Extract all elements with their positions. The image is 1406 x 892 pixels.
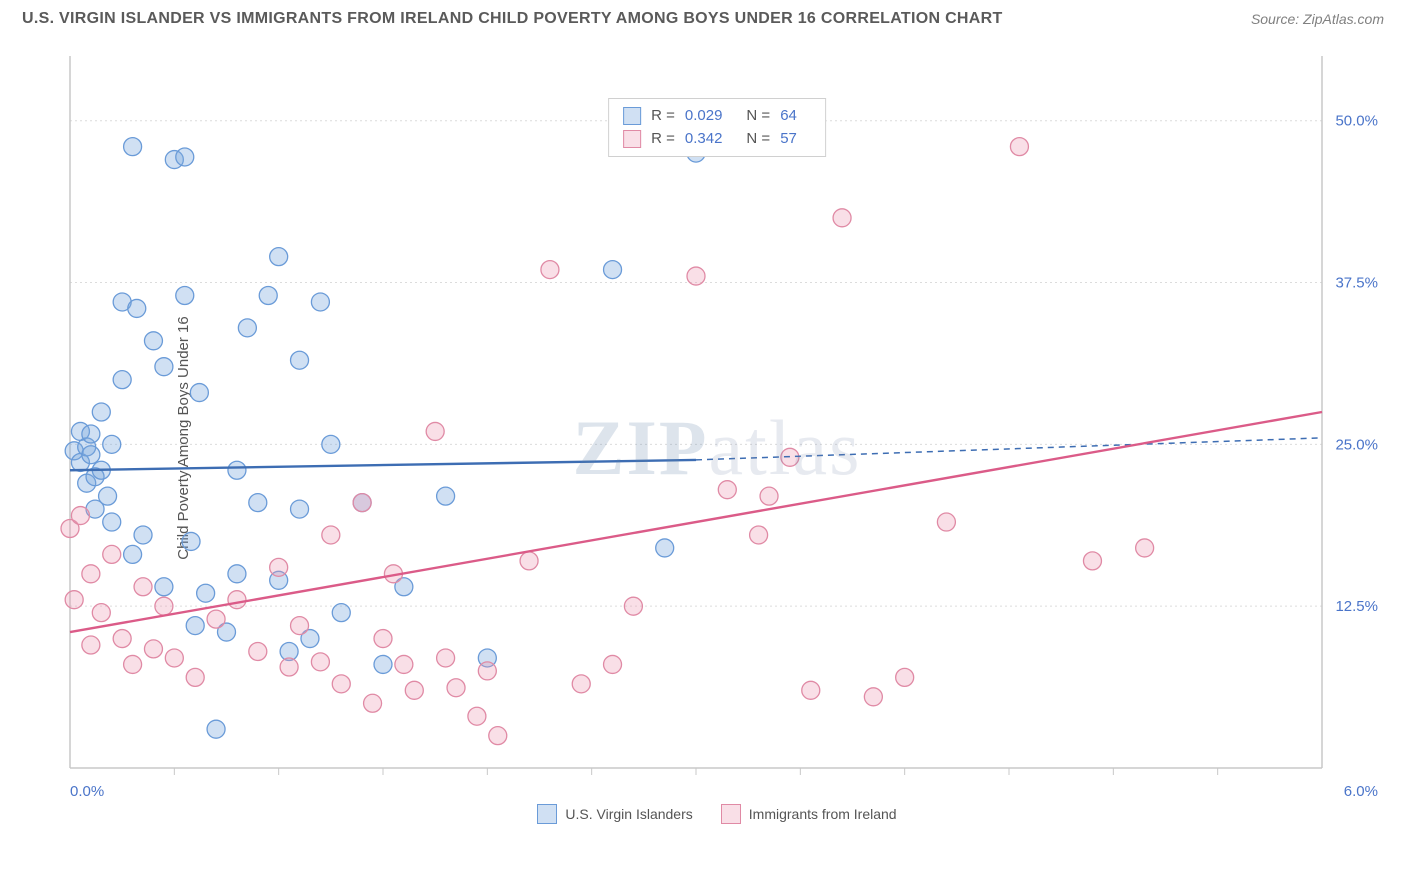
swatch-footer-1 [537, 804, 557, 824]
chart-title: U.S. VIRGIN ISLANDER VS IMMIGRANTS FROM … [22, 10, 1003, 28]
n-label: N = [746, 128, 770, 151]
n-label: N = [746, 105, 770, 128]
svg-text:12.5%: 12.5% [1335, 598, 1378, 615]
r-label: R = [651, 105, 675, 128]
chart-source: Source: ZipAtlas.com [1251, 11, 1384, 27]
legend-label-2: Immigrants from Ireland [749, 806, 897, 822]
scatter-chart-svg: 12.5% 25.0% 37.5% 50.0% [52, 48, 1382, 828]
svg-text:37.5%: 37.5% [1335, 275, 1378, 292]
svg-text:25.0%: 25.0% [1335, 436, 1378, 453]
r-value-1: 0.029 [685, 105, 723, 128]
plot-area: Child Poverty Among Boys Under 16 12.5%2… [52, 48, 1382, 828]
legend-item-2: Immigrants from Ireland [721, 804, 897, 824]
legend-item-1: U.S. Virgin Islanders [537, 804, 692, 824]
footer-legend: U.S. Virgin Islanders Immigrants from Ir… [52, 804, 1382, 824]
svg-text:50.0%: 50.0% [1335, 113, 1378, 130]
stats-row-series2: R = 0.342 N = 57 [623, 128, 811, 151]
swatch-footer-2 [721, 804, 741, 824]
n-value-2: 57 [780, 128, 797, 151]
x-max-label: 6.0% [1344, 783, 1378, 800]
legend-label-1: U.S. Virgin Islanders [565, 806, 692, 822]
swatch-series2 [623, 130, 641, 148]
r-label: R = [651, 128, 675, 151]
stats-row-series1: R = 0.029 N = 64 [623, 105, 811, 128]
r-value-2: 0.342 [685, 128, 723, 151]
swatch-series1 [623, 107, 641, 125]
chart-header: U.S. VIRGIN ISLANDER VS IMMIGRANTS FROM … [0, 0, 1406, 32]
stats-legend-box: R = 0.029 N = 64 R = 0.342 N = 57 [608, 98, 826, 157]
x-min-label: 0.0% [70, 783, 104, 800]
n-value-1: 64 [780, 105, 797, 128]
